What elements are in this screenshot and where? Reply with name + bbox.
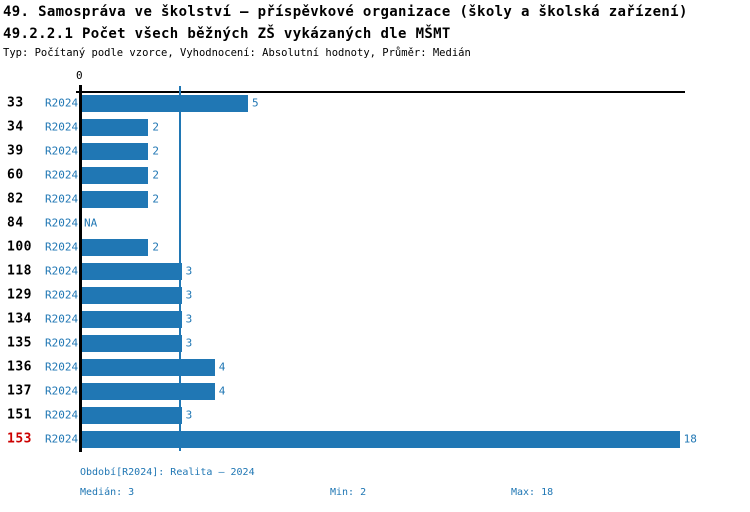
- bar-value-label: 3: [185, 288, 193, 302]
- row-series-label: R2024: [45, 288, 79, 302]
- bar: [82, 190, 149, 208]
- row-series-label: R2024: [45, 312, 79, 326]
- bar: [82, 94, 248, 112]
- bar: [82, 262, 182, 280]
- row-category-label: 135: [7, 335, 32, 351]
- row-category-label: 33: [7, 95, 24, 111]
- chart-title: 49. Samospráva ve školství – příspěvkové…: [3, 4, 688, 20]
- chart-row: 60 R2024 2: [0, 163, 750, 187]
- bar-value-label: 3: [185, 336, 193, 350]
- chart-row: 82 R2024 2: [0, 187, 750, 211]
- max-stat-label: Max: 18: [511, 487, 554, 498]
- x-axis-zero-tick-label: 0: [76, 69, 83, 82]
- chart-row: 134 R2024 3: [0, 307, 750, 331]
- row-category-label: 60: [7, 167, 24, 183]
- row-series-label: R2024: [45, 240, 79, 254]
- chart-row: 100 R2024 2: [0, 235, 750, 259]
- bar: [82, 430, 680, 448]
- chart-row: 33 R2024 5: [0, 91, 750, 115]
- bar-value-label: 2: [152, 144, 160, 158]
- chart-row: 129 R2024 3: [0, 283, 750, 307]
- chart-row: 34 R2024 2: [0, 115, 750, 139]
- row-category-label: 82: [7, 191, 24, 207]
- chart-row: 135 R2024 3: [0, 331, 750, 355]
- bar: [82, 334, 182, 352]
- bar: [82, 382, 215, 400]
- bar-value-label: 3: [185, 408, 193, 422]
- bar-value-label: 2: [152, 120, 160, 134]
- row-category-label: 153: [7, 431, 32, 447]
- bar-value-label: 2: [152, 168, 160, 182]
- plot-area: 0 33 R2024 5 34 R2024 2 39 R2024 2 60 R2024 2 82 R202…: [0, 69, 750, 452]
- row-series-label: R2024: [45, 360, 79, 374]
- chart-row: 151 R2024 3: [0, 403, 750, 427]
- chart-row: 136 R2024 4: [0, 355, 750, 379]
- row-series-label: R2024: [45, 264, 79, 278]
- row-category-label: 151: [7, 407, 32, 423]
- bar: [82, 238, 149, 256]
- bar: [82, 118, 149, 136]
- bar: [82, 142, 149, 160]
- chart-row: 118 R2024 3: [0, 259, 750, 283]
- bar-value-label: 4: [218, 384, 226, 398]
- bar-value-label: 2: [152, 192, 160, 206]
- median-stat-label: Medián: 3: [80, 487, 135, 498]
- bar-value-label: 18: [683, 432, 697, 446]
- chart-row: 153 R2024 18: [0, 427, 750, 451]
- row-category-label: 118: [7, 263, 32, 279]
- bar: [82, 310, 182, 328]
- row-category-label: 137: [7, 383, 32, 399]
- bar-value-label: 3: [185, 264, 193, 278]
- chart-subtitle: 49.2.2.1 Počet všech běžných ZŠ vykázaný…: [3, 26, 451, 42]
- row-category-label: 134: [7, 311, 32, 327]
- row-category-label: 136: [7, 359, 32, 375]
- row-series-label: R2024: [45, 336, 79, 350]
- row-series-label: R2024: [45, 192, 79, 206]
- row-series-label: R2024: [45, 408, 79, 422]
- chart-row: 84 R2024 NA: [0, 211, 750, 235]
- row-category-label: 39: [7, 143, 24, 159]
- bar: [82, 286, 182, 304]
- bar: [82, 166, 149, 184]
- bar: [82, 358, 215, 376]
- chart-meta-line: Typ: Počítaný podle vzorce, Vyhodnocení:…: [3, 47, 471, 59]
- bar-value-label: 4: [218, 360, 226, 374]
- bar: [82, 406, 182, 424]
- bar-value-label: 2: [152, 240, 160, 254]
- row-series-label: R2024: [45, 384, 79, 398]
- row-series-label: R2024: [45, 432, 79, 446]
- min-stat-label: Min: 2: [330, 487, 367, 498]
- chart-row: 39 R2024 2: [0, 139, 750, 163]
- row-series-label: R2024: [45, 168, 79, 182]
- row-series-label: R2024: [45, 216, 79, 230]
- row-category-label: 34: [7, 119, 24, 135]
- chart-rows: 33 R2024 5 34 R2024 2 39 R2024 2 60 R2024 2 82 R2024 2…: [0, 91, 750, 451]
- chart-row: 137 R2024 4: [0, 379, 750, 403]
- bar-value-label: NA: [84, 216, 98, 230]
- row-category-label: 100: [7, 239, 32, 255]
- row-category-label: 84: [7, 215, 24, 231]
- y-axis-line: [79, 85, 82, 452]
- row-category-label: 129: [7, 287, 32, 303]
- bar-value-label: 5: [252, 96, 259, 110]
- row-series-label: R2024: [45, 144, 79, 158]
- x-axis-line: [76, 91, 685, 93]
- period-label: Období[R2024]: Realita – 2024: [80, 467, 255, 478]
- row-series-label: R2024: [45, 120, 79, 134]
- bar-value-label: 3: [185, 312, 193, 326]
- row-series-label: R2024: [45, 96, 79, 110]
